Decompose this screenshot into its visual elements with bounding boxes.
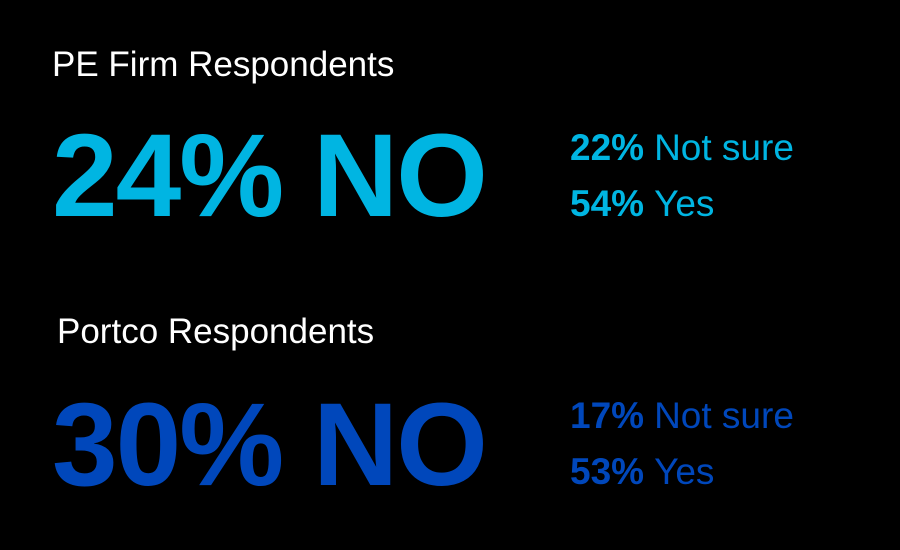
headline: 24% NO — [52, 110, 486, 242]
group-title: PE Firm Respondents — [52, 45, 394, 84]
item-value: 54% — [570, 183, 644, 224]
breakdown-item: 53% Yes — [570, 451, 714, 492]
breakdown-item: 54% Yes — [570, 183, 714, 224]
group-title: Portco Respondents — [57, 312, 374, 351]
item-label: Not sure — [654, 127, 794, 168]
breakdown-item: 17% Not sure — [570, 395, 794, 436]
item-label: Not sure — [654, 395, 794, 436]
headline: 30% NO — [52, 379, 486, 511]
item-label: Yes — [654, 183, 714, 224]
breakdown-item: 22% Not sure — [570, 127, 794, 168]
item-value: 17% — [570, 395, 644, 436]
item-value: 22% — [570, 127, 644, 168]
item-label: Yes — [654, 451, 714, 492]
item-value: 53% — [570, 451, 644, 492]
